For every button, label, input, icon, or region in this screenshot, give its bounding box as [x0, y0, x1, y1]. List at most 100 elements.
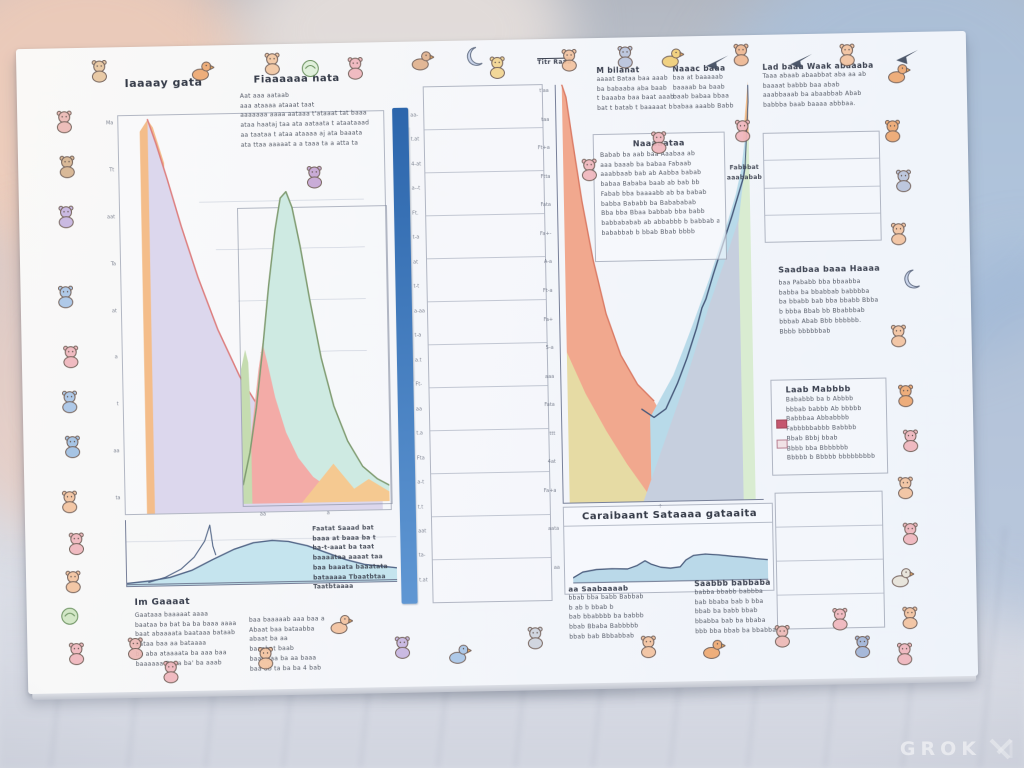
text-line: a-t	[417, 479, 425, 486]
text-line: a-aa	[413, 308, 426, 315]
table-row	[423, 85, 543, 131]
table-row	[427, 257, 546, 303]
left-footer-text: Gaataaa baaaaat aaaa baataa ba bat ba ba …	[135, 609, 266, 670]
critter-duck-icon	[449, 644, 472, 664]
critter-teddy-icon	[774, 624, 790, 648]
text-line: ta-	[418, 552, 426, 559]
text-line: ttt	[549, 430, 556, 437]
table-row	[776, 525, 883, 562]
table-row	[426, 214, 545, 260]
middle-table	[422, 84, 553, 604]
critter-teddy-icon	[61, 490, 78, 514]
bathtub-palegreen-area	[738, 97, 756, 500]
text-line: t.t	[417, 503, 424, 511]
legend-lines: Bababbb ba b Abbbb bbbab babbb Ab bbbbb Ba…	[786, 394, 887, 464]
critter-moon-icon	[467, 46, 483, 66]
critter-teddy-icon	[640, 635, 657, 659]
table-row	[775, 491, 883, 528]
critter-teddy-icon	[651, 131, 667, 154]
bell-chart	[241, 180, 390, 504]
text-line: Fata	[544, 402, 555, 409]
text-line: a.t	[414, 357, 422, 364]
text-line: Bbbbb b Bbbbb bbbbbbbbb	[786, 453, 876, 462]
text-line: aat	[418, 528, 427, 535]
critter-teddy-icon	[561, 48, 577, 72]
table-row	[763, 131, 880, 162]
critter-teddy-icon	[58, 205, 74, 229]
text-line: aaababab	[726, 173, 763, 182]
header-1-text: aaaat Bataa baa aaab ba babaaba aba baab t…	[596, 74, 675, 114]
bell-pink-area	[243, 342, 390, 504]
critter-teddy-icon	[257, 646, 274, 670]
critter-teddy-icon	[734, 119, 751, 143]
critter-plane-icon	[896, 49, 919, 65]
left-small-hill-line	[126, 538, 397, 583]
critter-teddy-icon	[68, 532, 85, 556]
table-row	[764, 186, 881, 216]
bathtub-slate-area	[643, 185, 756, 502]
left-chart-y-ticks: Ma Tt aat Ta at a t aa ta	[95, 120, 121, 501]
right-chart-annotation: Fabbbat aaababab	[722, 163, 766, 183]
small-chart-note: Faatat Saaad bat baaa at baaa ba t ba-t-aa…	[312, 523, 401, 593]
table-row	[425, 171, 545, 217]
header-col-1: M bilanat aaaat Bataa baa aaab ba babaaba…	[596, 65, 675, 114]
text-line: t.at	[410, 136, 420, 144]
header-3-text: Taaa abaab abaabbat aba aa ab baaaat babb…	[762, 69, 903, 111]
critter-plane-icon	[790, 53, 813, 69]
legend-swatch-filled	[776, 419, 788, 429]
critter-teddy-icon	[489, 56, 505, 79]
critter-teddy-icon	[617, 45, 633, 69]
text-line: ata ttaa aaaaat a a taaa ta a atta ta	[240, 139, 359, 149]
infographic-poster: Iaaaay gata Ma Tt aat Ta at a t aa ta aa a Fiaaaa…	[15, 30, 979, 695]
critter-duck-icon	[661, 48, 685, 68]
text-line: a--t	[411, 185, 421, 193]
critter-teddy-icon	[56, 110, 72, 134]
text-line: taa	[541, 116, 550, 123]
text-line: Ma	[105, 120, 114, 127]
critter-teddy-icon	[527, 626, 543, 650]
legend-heading: Laab Mabbbb	[785, 384, 851, 395]
left-small-hill-area	[127, 540, 398, 587]
bathtub-khaki-area	[566, 352, 652, 503]
text-line: babbba baab baaaa abbbaa.	[763, 100, 856, 109]
text-line: aata	[547, 525, 560, 533]
critter-duck-icon	[888, 64, 911, 84]
critter-teddy-icon	[64, 435, 81, 459]
critter-teddy-icon	[890, 324, 907, 348]
text-line: t-a	[412, 234, 420, 241]
bottom-mid-panel: Caraibaant Sataaaa gataaita	[562, 502, 775, 595]
bottom-mid-ticks: aata aa	[545, 525, 561, 571]
text-line: Fa+	[543, 316, 554, 323]
text-line: aa	[553, 564, 561, 571]
text-line: 4-at	[411, 161, 422, 168]
bottom-mid-title: Caraibaant Sataaaa gataaita	[581, 508, 758, 523]
critter-teddy-icon	[854, 635, 871, 659]
text-line: Fta	[416, 454, 425, 462]
critter-teddy-icon	[62, 390, 78, 414]
text-line: t-a	[414, 332, 422, 339]
critter-duck-icon	[330, 614, 354, 635]
critter-teddy-icon	[63, 345, 79, 369]
critter-teddy-icon	[890, 222, 907, 246]
text-line: aa-	[410, 112, 419, 119]
text-line: bababbab b bbab Bbab bbbb	[601, 227, 696, 237]
critter-teddy-icon	[91, 59, 107, 83]
right-note-text: baa Pababb bba bbaabba babba ba bbabbab b…	[778, 276, 897, 337]
critter-ball-icon	[61, 607, 79, 625]
text-line: aa	[415, 406, 423, 413]
text-line: Ftta	[540, 173, 551, 180]
critter-teddy-icon	[306, 165, 323, 189]
bell-green-strip	[241, 349, 253, 504]
text-line: babaa aaabb Babb	[673, 102, 734, 111]
header-2-text: baa at baaaaab baaaab ba baab baab babaa b…	[672, 72, 735, 112]
critter-teddy-icon	[163, 660, 179, 684]
text-line: baaaaaa Baaa ba' ba aaab	[135, 658, 222, 668]
critter-teddy-icon	[68, 642, 85, 666]
text-line: t.at	[419, 577, 428, 584]
text-line: Ft-a	[542, 287, 553, 295]
text-line: Ft.	[412, 210, 419, 217]
bottom-mid-wave-line	[573, 553, 768, 578]
critter-teddy-icon	[127, 637, 144, 660]
critter-duck-icon	[191, 61, 215, 81]
text-line: Fa+-	[539, 230, 552, 237]
